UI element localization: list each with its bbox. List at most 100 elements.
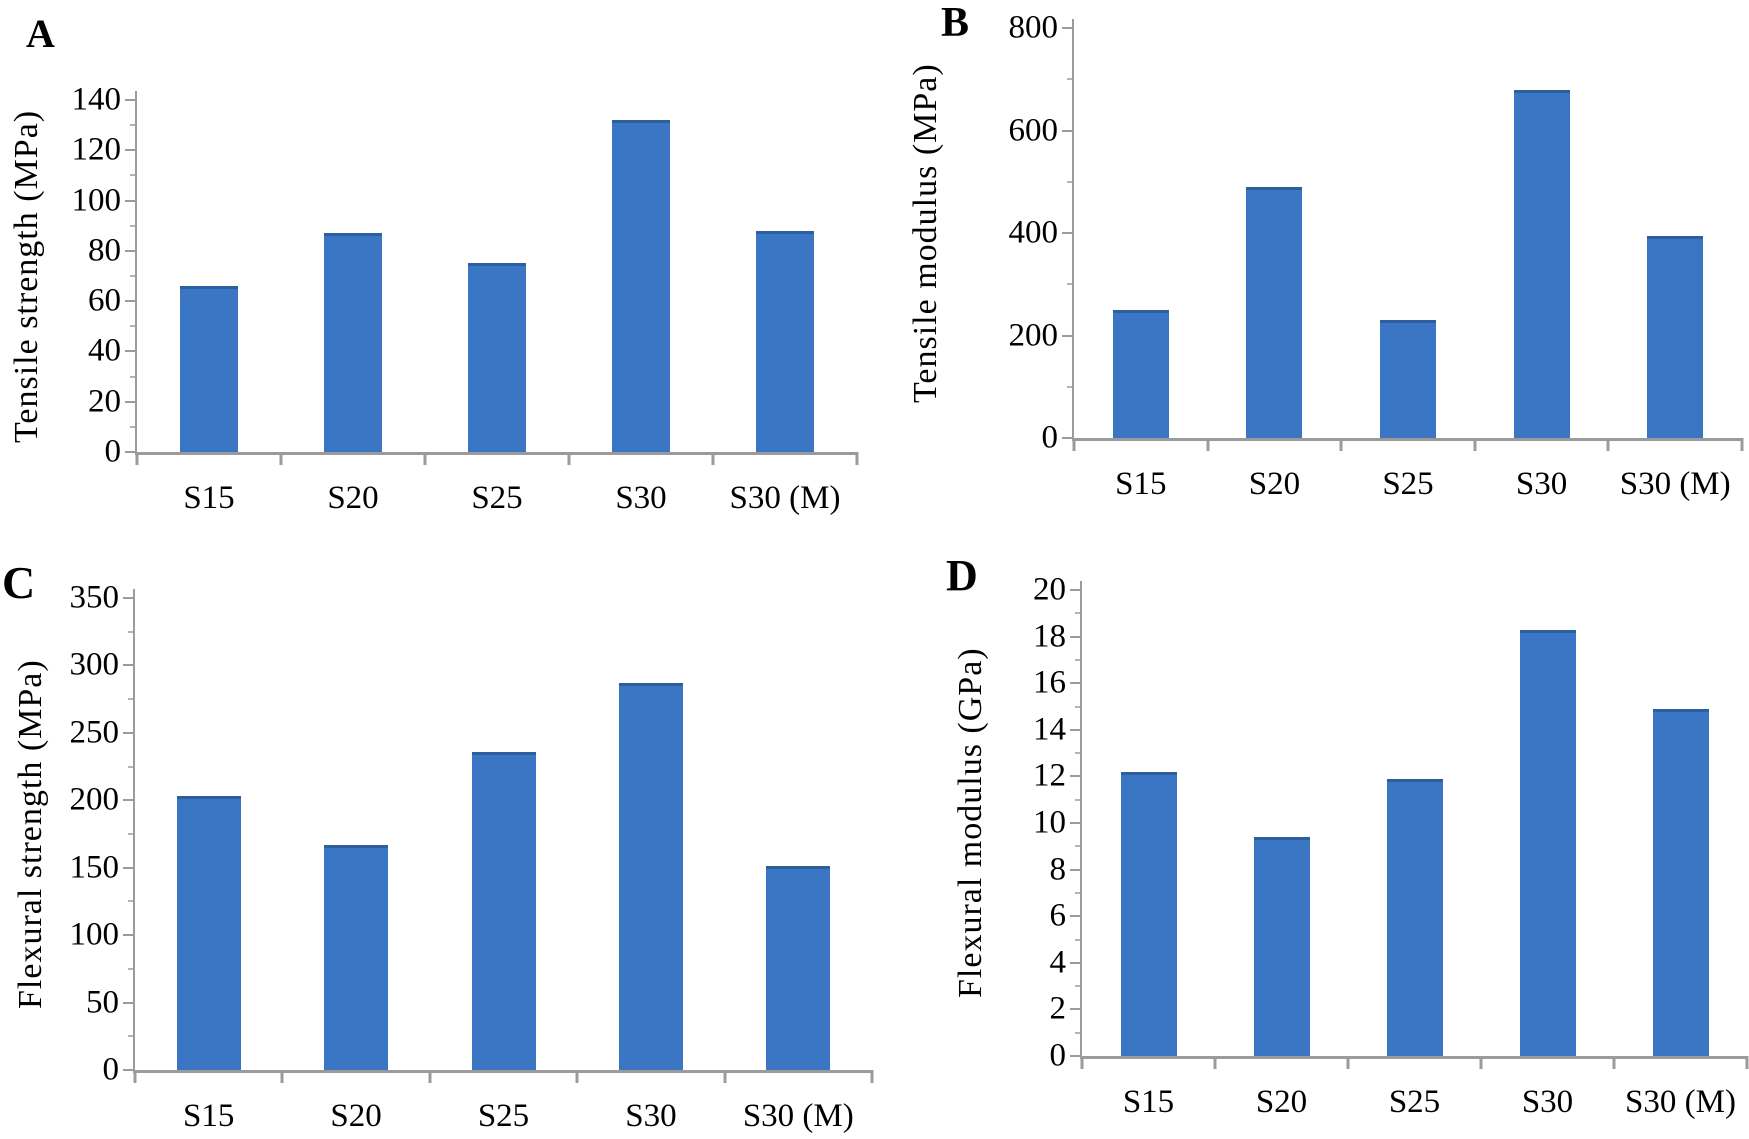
bar-s30-m — [1652, 708, 1709, 1056]
y-axis-tick-label: 100 — [69, 916, 120, 953]
y-axis-title-d: Flexural modulus (GPa) — [952, 647, 989, 999]
y-axis-minor-tick — [1075, 845, 1082, 848]
y-axis-tick-label: 60 — [88, 282, 121, 319]
y-axis-tick — [125, 199, 137, 202]
x-axis-label-s15: S15 — [1115, 466, 1167, 502]
y-axis-minor-tick — [128, 967, 135, 970]
y-axis-minor-tick — [1067, 78, 1074, 81]
y-axis-tick-label: 14 — [1033, 711, 1066, 748]
bar-s30 — [618, 682, 683, 1070]
y-axis-tick — [1062, 27, 1074, 29]
x-axis-label-s30: S30 — [1521, 1084, 1574, 1120]
y-axis-minor-tick — [1075, 891, 1082, 894]
y-axis-tick — [1070, 589, 1082, 591]
plot-area-a: 0 20 40 60 80 100 120 140 S15 S20 S25 S30 S30 (M) — [72, 83, 859, 515]
y-axis-title-b: Tensile modulus (MPa) — [907, 63, 944, 403]
y-axis-tick — [1070, 822, 1082, 824]
x-axis-boundary-tick — [711, 452, 715, 465]
x-axis-boundary-tick — [428, 1070, 432, 1083]
y-axis-tick — [1070, 635, 1082, 638]
y-axis-minor-tick — [130, 325, 137, 328]
y-axis-tick-label: 20 — [88, 383, 121, 420]
x-axis-boundary-tick — [1339, 438, 1343, 451]
x-axis-boundary-tick — [1346, 1056, 1350, 1069]
y-axis-tick-label: 50 — [86, 984, 119, 1021]
y-axis-tick-label: 40 — [88, 332, 121, 369]
y-axis-minor-tick — [1075, 1031, 1082, 1034]
y-axis-minor-tick — [128, 630, 135, 633]
bar-s30-m — [766, 866, 831, 1070]
y-axis-tick-label: 0 — [1041, 419, 1059, 456]
y-axis-tick-label: 200 — [69, 781, 120, 818]
x-axis-label-s15: S15 — [1122, 1084, 1175, 1120]
x-axis-label-s30: S30 — [615, 480, 667, 516]
y-axis-minor-tick — [1067, 283, 1074, 286]
x-axis-boundary-tick — [1745, 1056, 1749, 1069]
x-axis-boundary-tick — [1213, 1056, 1217, 1069]
y-axis-tick-label: 18 — [1033, 618, 1066, 655]
x-axis-boundary-tick — [423, 452, 427, 465]
x-axis-label-s20: S20 — [327, 480, 379, 516]
plot-area-c: 0 50 100 150 200 250 300 350 S15 S20 S25 S30 S30 (M) — [70, 581, 874, 1133]
x-axis-boundary-tick — [723, 1070, 727, 1083]
y-axis-tick — [123, 866, 135, 869]
y-axis-tick-label: 800 — [1008, 9, 1059, 46]
x-axis-label-s25: S25 — [1388, 1084, 1441, 1120]
bar-s30-m — [1647, 235, 1704, 438]
x-axis-boundary-tick — [280, 1070, 284, 1083]
y-axis-tick — [1062, 232, 1074, 234]
y-axis-tick-label: 0 — [104, 433, 122, 470]
y-axis-minor-tick — [128, 765, 135, 768]
y-axis-title-c: Flexural strength (MPa) — [12, 659, 49, 1009]
x-axis-label-s15: S15 — [183, 1098, 235, 1134]
bar-s15 — [176, 796, 241, 1070]
y-axis-tick — [123, 731, 135, 734]
y-axis-tick — [125, 300, 137, 303]
x-axis-boundary-tick — [870, 1070, 874, 1083]
y-axis-tick-label: 150 — [69, 849, 120, 886]
bar-s30 — [1519, 629, 1576, 1056]
y-axis-minor-tick — [1075, 752, 1082, 755]
y-axis-minor-tick — [130, 425, 137, 428]
y-axis-minor-tick — [128, 698, 135, 701]
plot-area-d: 0 2 4 6 8 10 12 14 16 18 20 S15 S20 S25 S30 S30 (M) — [1033, 573, 1749, 1119]
y-axis-minor-tick — [130, 275, 137, 277]
x-axis-boundary-tick — [1612, 1056, 1616, 1069]
bar-s15 — [1112, 309, 1169, 438]
x-axis-label-s30-m: S30 (M) — [742, 1098, 854, 1134]
plot-area-b: 0 200 400 600 800 S15 S20 S25 S30 S30 (M) — [1009, 11, 1744, 501]
y-axis-tick — [123, 1069, 135, 1071]
y-axis-tick — [1070, 775, 1082, 778]
bar-s25 — [1386, 778, 1443, 1056]
y-axis-minor-tick — [1067, 385, 1074, 388]
y-axis-minor-tick — [1075, 798, 1082, 801]
x-axis-label-s25: S25 — [471, 480, 523, 516]
y-axis-minor-tick — [128, 1035, 135, 1038]
bar-s20 — [324, 233, 382, 452]
x-axis-label-s20: S20 — [330, 1098, 382, 1134]
y-axis-tick — [125, 350, 137, 353]
x-axis-label-s30-m: S30 (M) — [1625, 1084, 1736, 1120]
x-axis-label-s20: S20 — [1255, 1084, 1308, 1120]
y-axis-tick-label: 10 — [1033, 804, 1066, 841]
y-axis-tick — [123, 799, 135, 802]
y-axis-tick — [123, 1001, 135, 1004]
bar-s25 — [471, 751, 536, 1070]
y-axis-tick — [1070, 961, 1082, 964]
panel-letter-c: C — [2, 557, 36, 608]
y-axis-tick — [1070, 868, 1082, 871]
y-axis-minor-tick — [128, 900, 135, 903]
x-axis-boundary-tick — [855, 452, 859, 465]
y-axis-minor-tick — [130, 224, 137, 227]
bar-s25 — [1380, 320, 1436, 438]
x-axis-label-s15: S15 — [183, 480, 235, 516]
y-axis-tick — [1062, 334, 1074, 337]
y-axis-tick — [123, 934, 135, 937]
panel-letter-b: B — [941, 0, 970, 46]
bar-s15 — [1120, 771, 1177, 1056]
x-axis-label-s25: S25 — [1382, 466, 1434, 502]
panel-letter-d: D — [946, 551, 978, 600]
y-axis-tick — [123, 664, 135, 667]
y-axis-tick — [125, 249, 137, 252]
